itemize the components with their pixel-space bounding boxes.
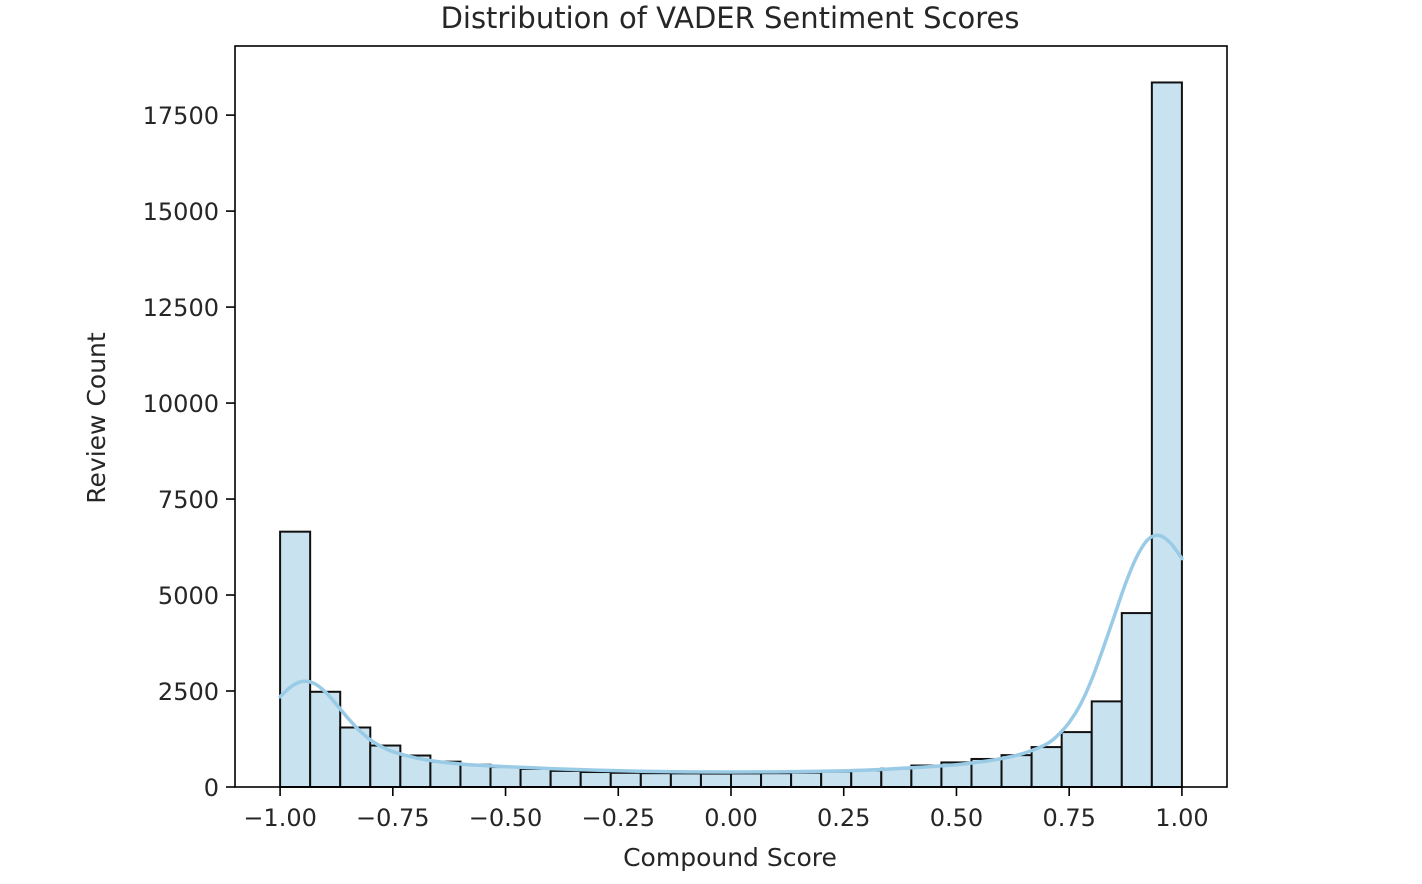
x-tick-label: 0.00	[704, 804, 757, 832]
histogram-bar	[579, 771, 612, 789]
bars-group	[279, 81, 1183, 789]
histogram-bar	[730, 772, 763, 788]
x-axis-label: Compound Score	[623, 843, 837, 872]
x-tick-label: −0.50	[469, 804, 543, 832]
y-tick-label: 7500	[158, 486, 219, 514]
x-tick-label: 1.00	[1155, 804, 1208, 832]
histogram-bar	[519, 767, 552, 788]
kde-group	[278, 533, 1184, 774]
x-tick-label: 0.25	[817, 804, 870, 832]
histogram-bar	[639, 772, 672, 788]
histogram-bar	[1030, 746, 1063, 789]
histogram-bar	[1000, 754, 1033, 789]
histogram-bar	[609, 771, 642, 789]
histogram-bar	[459, 763, 492, 789]
kde-line	[278, 533, 1184, 774]
histogram-bar	[760, 772, 793, 788]
histogram-bar	[549, 769, 582, 789]
x-axis: −1.00 −0.75 −0.50 −0.25 0.00 0.25 0.50 0.75 1.00	[243, 787, 1209, 832]
histogram-bar	[1090, 700, 1123, 788]
histogram-bar	[1120, 612, 1153, 788]
histogram-bar	[669, 772, 702, 788]
x-tick-label: 0.75	[1042, 804, 1095, 832]
x-tick-label: 0.50	[930, 804, 983, 832]
x-tick-label: −0.75	[356, 804, 430, 832]
histogram-bar	[820, 770, 853, 789]
y-tick-label: 5000	[158, 582, 219, 610]
y-tick-label: 15000	[143, 198, 219, 226]
histogram-bar	[699, 772, 732, 789]
histogram-bar	[489, 766, 522, 788]
histogram-bar	[1150, 81, 1183, 788]
plot-frame	[234, 45, 1228, 788]
histogram-bar	[790, 771, 823, 789]
histogram-bar	[279, 530, 312, 788]
histogram-bar	[850, 769, 883, 788]
chart-title: Distribution of VADER Sentiment Scores	[441, 1, 1020, 35]
x-tick-label: −0.25	[581, 804, 655, 832]
y-axis-label: Review Count	[82, 332, 111, 504]
y-tick-label: 10000	[143, 390, 219, 418]
y-tick-label: 2500	[158, 678, 219, 706]
histogram-bar	[429, 760, 462, 788]
histogram-bar	[880, 767, 913, 788]
y-axis: 0 2500 5000 7500 10000 12500 15000 17500	[143, 102, 235, 802]
histogram-bar	[1060, 731, 1093, 788]
y-tick-label: 17500	[143, 102, 219, 130]
y-tick-label: 0	[204, 774, 219, 802]
x-tick-label: −1.00	[243, 804, 317, 832]
y-tick-label: 12500	[143, 294, 219, 322]
